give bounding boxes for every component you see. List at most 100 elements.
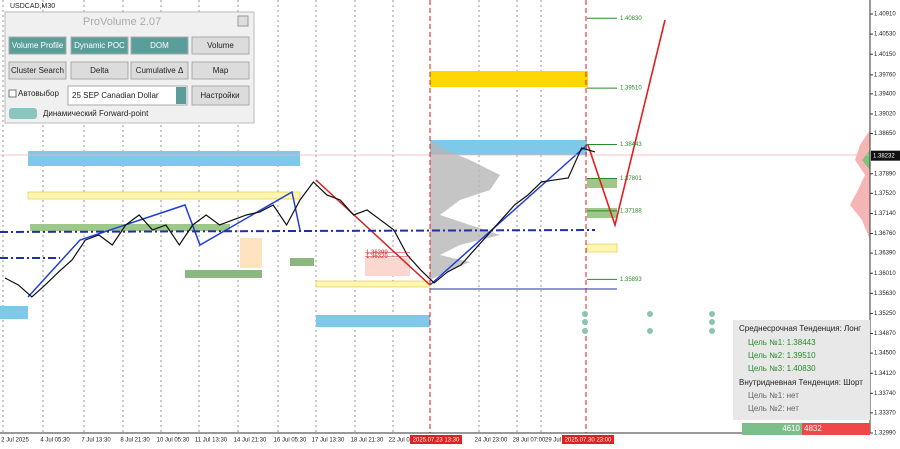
panel-button[interactable]: [8, 36, 67, 55]
button-label: Cluster Search: [11, 66, 64, 75]
panel-button[interactable]: [191, 36, 250, 55]
button-label: Delta: [90, 66, 109, 75]
panel-button[interactable]: [70, 61, 129, 80]
price-label: 1.36760: [874, 231, 896, 237]
current-price: 1.38232: [873, 153, 895, 159]
panel-title: ProVolume 2.07: [83, 16, 161, 28]
zone-green: [290, 258, 314, 266]
zone-level-label: 1.36329: [366, 254, 388, 260]
time-label: 16 Jul 05:30: [274, 438, 307, 444]
panel-button[interactable]: [191, 61, 250, 80]
time-grid: [2, 0, 542, 433]
price-label: 1.40150: [874, 52, 896, 58]
target: Цель №2: нет: [748, 404, 799, 413]
price-label: 1.34120: [874, 371, 896, 377]
time-label: 14 Jul 21:30: [234, 438, 267, 444]
dot: [582, 319, 588, 325]
price-label: 1.35250: [874, 311, 896, 317]
price-axis: 1.40910 1.40530 1.40150 1.39760 1.39400 1.390…: [870, 12, 900, 437]
dot: [647, 328, 653, 334]
sell-volume: [802, 423, 870, 435]
price-label: 1.40530: [874, 32, 896, 38]
buy-volume-label: 4610: [782, 424, 800, 433]
zone-green: [185, 270, 262, 278]
settings-button[interactable]: [191, 85, 250, 106]
zone-orange: [240, 238, 262, 268]
panel-button[interactable]: [130, 61, 189, 80]
price-label: 1.37140: [874, 211, 896, 217]
close-button[interactable]: [237, 15, 249, 27]
level-label: 1.40830: [620, 16, 642, 22]
price-label: 1.40910: [874, 12, 896, 18]
time-axis: 2 Jul 2025 4 Jul 05:30 7 Jul 13:30 8 Jul 21…: [1, 435, 614, 444]
price-label: 1.33740: [874, 391, 896, 397]
zone-yellow: [430, 71, 588, 87]
toggle[interactable]: [9, 108, 37, 119]
price-label: 1.38650: [874, 131, 896, 137]
sell-volume-label: 4832: [804, 424, 822, 433]
dot: [582, 311, 588, 317]
price-label: 1.32990: [874, 431, 896, 437]
dots: [582, 311, 715, 334]
settings-label: Настройки: [200, 91, 239, 100]
price-label: 1.34500: [874, 351, 896, 357]
button-label: Volume: [207, 41, 234, 50]
zone-yellow: [315, 280, 431, 288]
zone-blue: [430, 140, 587, 155]
time-highlight: [410, 435, 462, 444]
button-label: Volume Profile: [12, 41, 64, 50]
target: Цель №1: 1.38443: [748, 338, 816, 347]
panel-button[interactable]: [130, 36, 189, 55]
time-label: 28 Jul 07:00: [513, 438, 546, 444]
price-label: 1.37890: [874, 171, 896, 177]
button-label: Cumulative Δ: [136, 66, 184, 75]
price-label: 1.39760: [874, 72, 896, 78]
time-label: 29 Jul: [545, 438, 561, 444]
price-axis-bg: [870, 0, 900, 449]
volume-profile: [430, 140, 500, 280]
time-label: 17 Jul 13:30: [312, 438, 345, 444]
checkbox-label: Автовыбор: [18, 89, 59, 98]
provolume-panel: ProVolume 2.07 Volume Profile Dynamic POC…: [4, 11, 255, 124]
price-label: 1.36390: [874, 251, 896, 257]
zone-red: [365, 258, 410, 276]
panel-button[interactable]: [8, 61, 67, 80]
forecast-line: [587, 19, 666, 228]
symbol: USDCAD,M30: [10, 3, 55, 10]
price-label: 1.35630: [874, 291, 896, 297]
level-label: 1.39510: [620, 86, 642, 92]
target: Цель №3: 1.40830: [748, 364, 816, 373]
zone-green: [587, 178, 617, 188]
zone-green: [30, 224, 230, 231]
forward-point-label: Динамический Forward-point: [43, 109, 149, 118]
button-label: Map: [213, 66, 229, 75]
time-label: 8 Jul 21:30: [120, 438, 150, 444]
price-label: 1.34870: [874, 331, 896, 337]
info-bg: [733, 320, 870, 420]
instrument-select[interactable]: [67, 85, 188, 106]
dash-dot-line: [0, 229, 596, 233]
time-label: 7 Jul 13:30: [81, 438, 111, 444]
zone-blue: [28, 151, 300, 166]
target: Цель №2: 1.39510: [748, 351, 816, 360]
panel-button[interactable]: [70, 36, 129, 55]
button-label: Dynamic POC: [74, 41, 125, 50]
price-line: [4, 147, 596, 298]
zone-yellow: [586, 243, 618, 253]
price-label: 1.39400: [874, 91, 896, 97]
zone-blue: [316, 315, 430, 327]
time-label: 11 Jul 13:30: [195, 438, 228, 444]
time-label: 2025.07.30 23:00: [565, 438, 612, 444]
info-panel: Среднесрочная Тенденция: Лонг Цель №1: 1…: [733, 320, 870, 435]
current-price-box: [871, 150, 900, 161]
time-label: 4 Jul 05:30: [40, 438, 70, 444]
checkbox[interactable]: [8, 89, 17, 98]
zone-blue: [0, 306, 28, 319]
price-label: 1.39020: [874, 112, 896, 118]
dot: [709, 319, 715, 325]
select-arrow: [176, 87, 186, 104]
level-label: 1.38443: [620, 142, 642, 148]
dot: [582, 328, 588, 334]
zone-green: [587, 208, 617, 218]
